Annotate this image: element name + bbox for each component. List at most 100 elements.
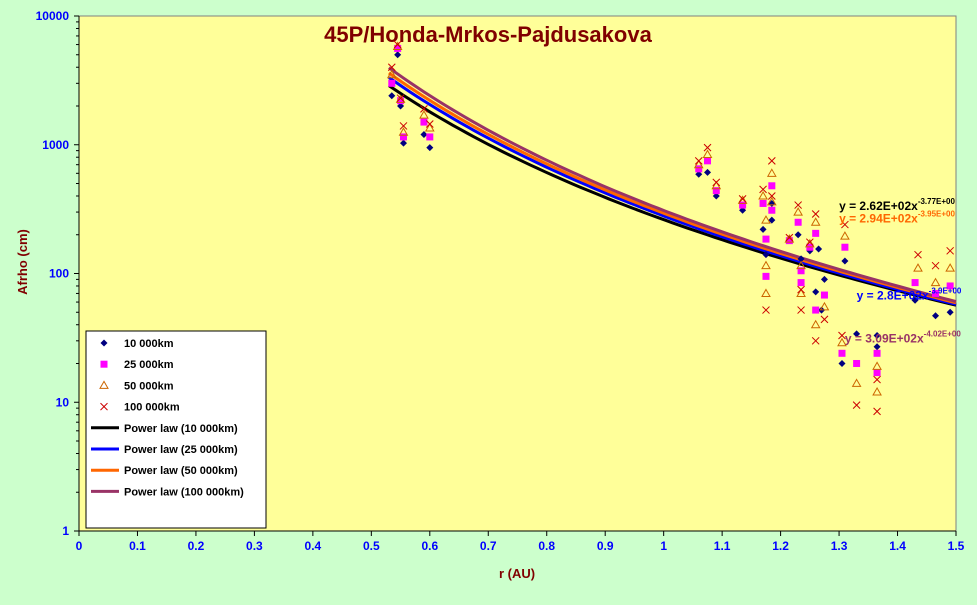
data-point-stroke [811, 336, 820, 345]
legend-entry-label: Power law (10 000km) [124, 423, 238, 435]
data-point [759, 225, 767, 233]
data-point [766, 196, 777, 206]
data-point [873, 407, 881, 416]
x-tick-label: 0.6 [421, 539, 438, 553]
data-point [712, 192, 720, 200]
data-point-stroke [785, 233, 794, 242]
data-point [100, 360, 108, 368]
data-point-stroke [820, 315, 829, 324]
data-point [873, 375, 881, 384]
data-point [805, 238, 814, 247]
data-point-stroke [805, 238, 814, 247]
data-point [838, 359, 846, 367]
data-point [946, 282, 954, 290]
data-point-stroke [425, 120, 434, 128]
fit-equation-exponent: -4.02E+00 [924, 330, 962, 339]
data-point-stroke [694, 156, 703, 165]
data-point [820, 291, 828, 299]
data-point-stroke [873, 375, 881, 384]
data-point [873, 331, 881, 339]
data-point [841, 243, 849, 251]
data-point [872, 361, 882, 370]
data-point-stroke [852, 401, 861, 409]
data-point [762, 306, 770, 314]
data-point [784, 234, 795, 243]
legend: 10 000km 25 000km 50 000km 100 000km Power l… [85, 330, 267, 529]
data-point [388, 92, 396, 100]
data-point [737, 195, 748, 204]
data-point [851, 378, 862, 387]
y-tick-label: 1 [62, 524, 69, 538]
data-point [873, 343, 881, 351]
data-point [796, 288, 806, 297]
data-point [838, 331, 846, 340]
data-point [761, 260, 771, 270]
data-point [394, 44, 402, 52]
x-tick-label: 0.7 [480, 539, 497, 553]
data-point-stroke [794, 201, 802, 209]
fit-line [388, 84, 957, 307]
x-tick-label: 1.5 [948, 539, 965, 553]
data-point-stroke [931, 261, 940, 270]
data-point [815, 245, 823, 253]
data-point [837, 337, 847, 347]
x-axis-label: r (AU) [499, 566, 535, 581]
legend-entry-label: Power law (50 000km) [124, 465, 238, 477]
data-point [387, 63, 396, 72]
data-point [931, 261, 940, 270]
data-point [946, 308, 954, 316]
fit-equation-exponent: -3.77E+00 [918, 197, 956, 206]
data-point [812, 306, 820, 314]
data-point-stroke [767, 192, 776, 200]
data-point [841, 220, 849, 229]
data-point [914, 250, 922, 259]
data-point-stroke [841, 220, 849, 229]
data-point [812, 229, 820, 237]
data-point [420, 131, 428, 139]
data-point-stroke [393, 40, 402, 49]
data-point-stroke [762, 306, 770, 314]
fit-line [388, 66, 957, 304]
legend-entry-label: Power law (100 000km) [124, 486, 244, 498]
data-point [426, 144, 434, 152]
data-point [797, 279, 805, 287]
data-point [793, 207, 804, 216]
legend-entry-label: Power law (25 000km) [124, 444, 238, 456]
fit-equation-base: y = 2.62E+02x [839, 199, 918, 213]
data-point [945, 263, 956, 272]
y-tick-label: 1000 [42, 138, 69, 152]
data-point [794, 231, 802, 239]
fit-equation-label: y = 2.8E+02x-3.9E+00 [857, 286, 962, 302]
fit-equation-exponent: -3.9E+00 [929, 286, 962, 295]
data-point [797, 267, 805, 275]
data-point [394, 51, 402, 59]
data-point [99, 380, 109, 389]
data-point [761, 288, 771, 297]
data-point-stroke [420, 105, 428, 113]
data-point [841, 257, 849, 265]
fit-equation-label: y = 2.62E+02x-3.77E+00 [839, 197, 955, 213]
data-point [840, 231, 850, 240]
data-point [399, 122, 408, 130]
x-tick-label: 1.4 [889, 539, 906, 553]
data-point-stroke [100, 402, 108, 411]
data-point [386, 69, 397, 79]
data-point [425, 120, 434, 128]
data-point [762, 235, 770, 243]
fit-line [388, 71, 957, 305]
data-point-stroke [399, 122, 408, 130]
data-point [810, 217, 821, 226]
data-point [852, 401, 861, 409]
data-point [704, 157, 712, 165]
data-point [768, 182, 776, 190]
fit-line [388, 76, 957, 306]
data-point-stroke [703, 143, 712, 152]
fit-equation-base: y = 3.09E+02x [845, 332, 924, 346]
data-point [695, 165, 703, 173]
data-point [794, 201, 802, 209]
x-tick-label: 0.8 [538, 539, 555, 553]
data-point-stroke [838, 331, 846, 340]
data-point [712, 187, 720, 195]
data-point [704, 168, 712, 176]
